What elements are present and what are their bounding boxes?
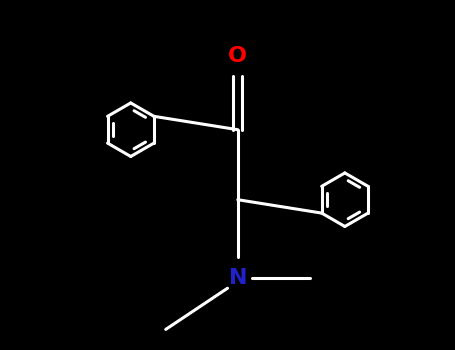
Text: N: N <box>228 268 247 288</box>
Text: O: O <box>228 46 248 65</box>
